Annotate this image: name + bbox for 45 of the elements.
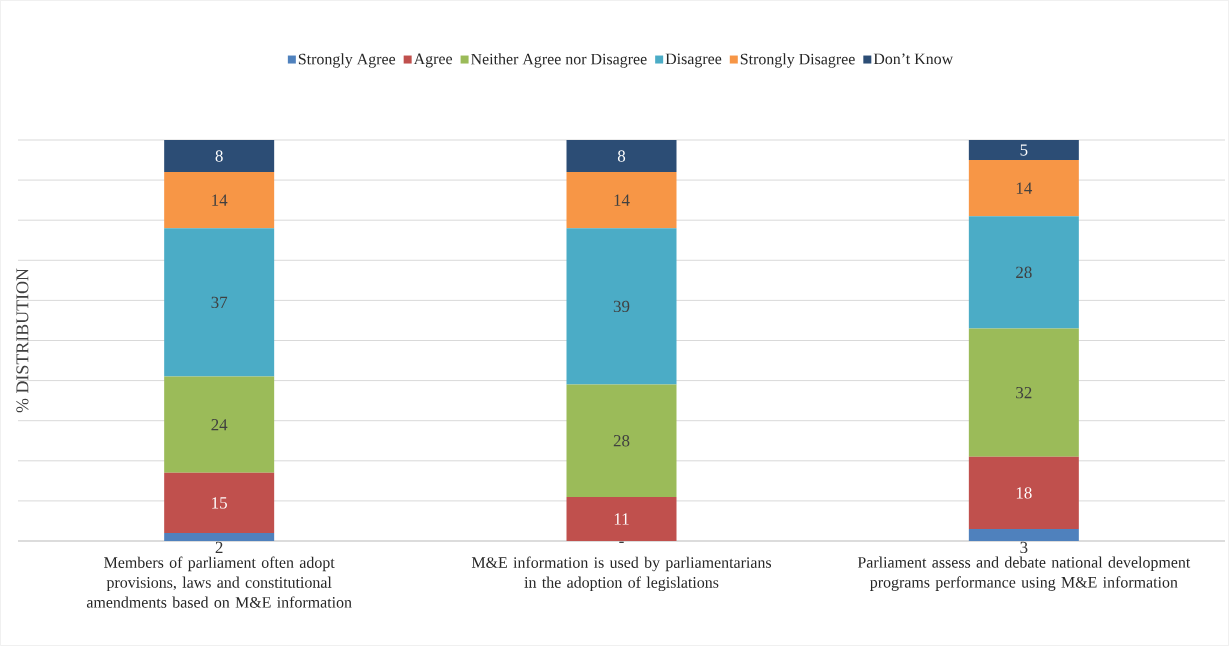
data-label: 8: [617, 150, 626, 162]
bar: [164, 472, 275, 533]
bar: [164, 172, 275, 229]
bar: [968, 328, 1079, 457]
bar: [566, 496, 677, 541]
bar: [164, 228, 275, 377]
bar: [968, 160, 1079, 217]
data-label: 8: [215, 150, 223, 162]
bar: [164, 532, 275, 541]
text: -: [619, 541, 624, 543]
bar: [968, 140, 1079, 161]
data-label: 5: [1020, 144, 1028, 156]
data-label: 14: [212, 194, 228, 206]
bar: [164, 140, 275, 173]
data-label: 24: [211, 419, 228, 431]
legend-label: Strongly Agree: [298, 53, 396, 68]
data-label: 18: [1016, 487, 1032, 499]
data-label: 14: [614, 194, 630, 206]
data-label: 11: [614, 513, 629, 525]
legend-label: Strongly Disagree: [740, 53, 855, 68]
bar: [566, 172, 677, 229]
data-label: 15: [212, 497, 227, 509]
data-label: 2: [215, 541, 223, 553]
legend-label: Agree: [413, 53, 453, 68]
bar: [968, 456, 1079, 529]
x-tick-label: M&E information is used by parliamentarians in the adoption of legislations: [471, 556, 772, 592]
data-label: 28: [613, 435, 630, 447]
x-tick-label: Members of parliament often adopt provisions, laws and constitutional amendments based on M&E information: [86, 556, 352, 608]
legend-label: Don’t Know: [873, 53, 954, 65]
y-axis-title: % DISTRIBUTION: [16, 268, 29, 413]
bar: [566, 384, 677, 497]
data-label: 37: [211, 296, 228, 309]
bar: [566, 140, 677, 173]
data-label: 3: [1020, 541, 1028, 554]
bar: [164, 376, 275, 473]
bar: [566, 228, 677, 385]
data-label: 14: [1016, 182, 1033, 194]
bar: [968, 528, 1079, 541]
data-label: 39: [613, 300, 630, 313]
x-tick-label: Parliament assess and debate national development programs performance using M&E information: [857, 556, 1191, 591]
legend-label: Disagree: [665, 53, 722, 68]
bar: [968, 216, 1079, 329]
data-label: 28: [1016, 266, 1032, 279]
data-label: 32: [1016, 386, 1032, 399]
legend-label: Neither Agree nor Disagree: [471, 53, 647, 68]
